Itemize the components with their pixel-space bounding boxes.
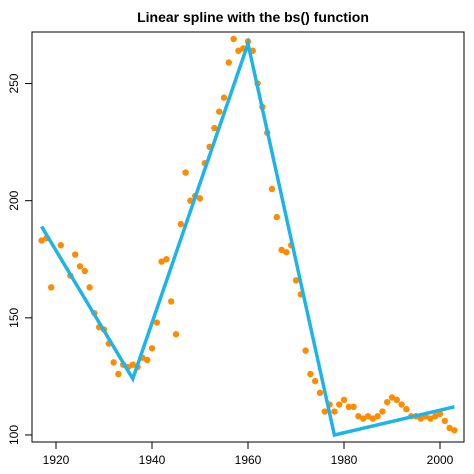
data-point — [163, 256, 170, 263]
data-point — [432, 413, 439, 420]
data-point — [331, 408, 338, 415]
data-point — [417, 415, 424, 422]
data-point — [216, 108, 223, 115]
data-point — [196, 195, 204, 202]
data-point — [72, 251, 79, 258]
y-tick-label: 250 — [7, 73, 21, 93]
data-point — [374, 413, 381, 420]
data-point — [283, 249, 290, 256]
data-point — [230, 35, 237, 43]
x-axis: 1920 1940 1960 1980 2000 — [43, 441, 454, 467]
data-point — [441, 417, 448, 425]
data-point — [110, 359, 117, 366]
data-point — [273, 213, 280, 221]
data-point — [81, 267, 89, 275]
data-point — [379, 408, 386, 415]
data-point — [168, 298, 175, 305]
data-point — [48, 284, 55, 291]
data-point — [345, 403, 352, 411]
data-point — [86, 284, 93, 291]
data-point — [144, 356, 151, 364]
data-point — [336, 401, 343, 408]
data-point — [388, 394, 396, 401]
data-point — [350, 403, 357, 411]
data-point — [292, 277, 300, 284]
x-tick-label: 1940 — [139, 453, 166, 467]
data-point — [312, 377, 319, 385]
data-point — [427, 415, 434, 422]
data-point — [307, 370, 314, 378]
data-point — [316, 389, 324, 396]
plot-frame — [31, 31, 465, 443]
data-point — [403, 406, 410, 413]
data-point — [182, 169, 189, 176]
data-point — [340, 396, 348, 404]
data-point — [369, 415, 376, 422]
chart-title: Linear spline with the bs() function — [137, 9, 369, 25]
data-point — [153, 319, 160, 326]
y-tick-label: 150 — [7, 307, 21, 327]
data-point — [38, 237, 45, 244]
data-point — [211, 124, 218, 132]
data-point — [57, 242, 64, 249]
data-point — [451, 427, 458, 434]
data-point — [302, 347, 309, 354]
spline-fit-line — [40, 37, 455, 438]
x-tick-label: 1980 — [331, 453, 358, 467]
y-axis: 100 150 200 250 — [7, 73, 33, 445]
data-point — [158, 258, 165, 265]
x-tick-label: 1960 — [235, 453, 262, 467]
data-point — [115, 370, 122, 378]
data-point — [220, 94, 228, 101]
data-point — [355, 413, 362, 420]
data-point — [278, 246, 285, 254]
y-tick-label: 200 — [7, 190, 21, 210]
data-point — [360, 415, 367, 422]
data-point — [384, 398, 391, 406]
data-point — [148, 345, 156, 352]
data-point — [76, 263, 84, 270]
data-points — [38, 35, 458, 434]
x-tick-label: 2000 — [427, 453, 454, 467]
data-point — [393, 396, 400, 404]
data-point — [321, 408, 328, 415]
data-point — [177, 220, 184, 228]
y-tick-label: 100 — [7, 425, 21, 445]
data-point — [235, 47, 242, 54]
spline-line — [40, 37, 455, 438]
data-point — [172, 331, 180, 338]
data-point — [129, 361, 136, 368]
data-point — [446, 424, 453, 432]
data-point — [364, 413, 372, 420]
data-point — [225, 59, 232, 66]
data-point — [268, 185, 276, 193]
x-tick-label: 1920 — [43, 453, 70, 467]
data-point — [398, 401, 405, 408]
